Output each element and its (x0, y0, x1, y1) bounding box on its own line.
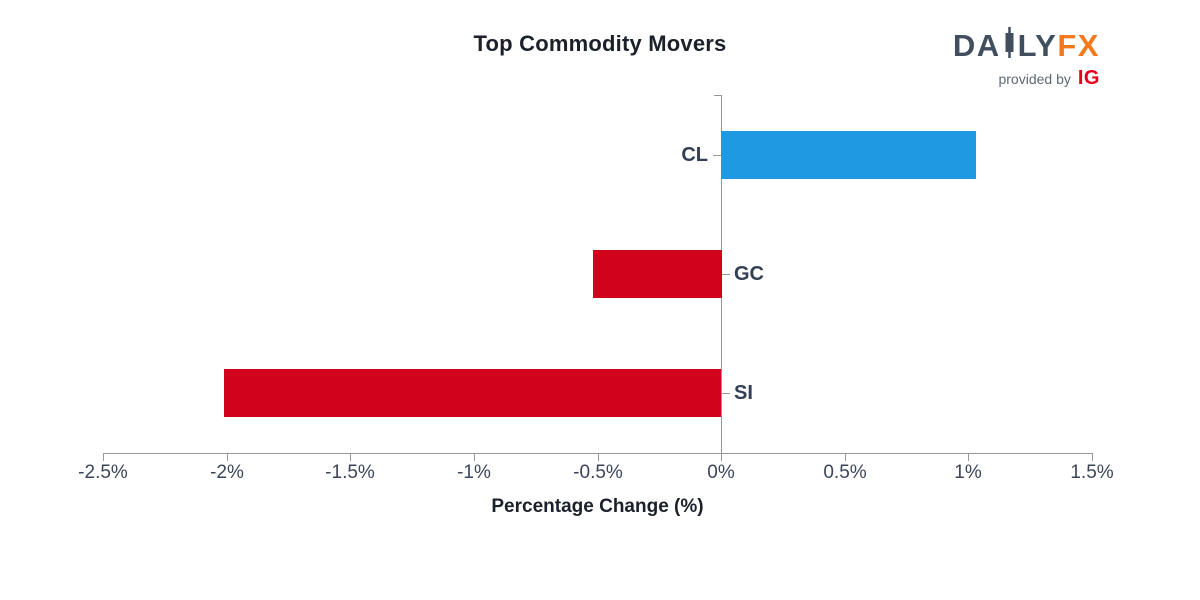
x-axis-tick-label: 1% (954, 462, 982, 483)
x-axis-tick-label: -1% (457, 462, 491, 483)
x-axis-tick-label: -1.5% (325, 462, 375, 483)
chart-title: Top Commodity Movers (473, 31, 727, 56)
x-axis-title: Percentage Change (%) (491, 496, 704, 517)
x-axis-tick (845, 453, 846, 461)
x-axis-tick (1092, 453, 1093, 461)
x-axis-tick-label: 1.5% (1070, 462, 1114, 483)
logo-text-da: DA (952, 27, 1001, 63)
logo-text-fx: FX (1057, 27, 1100, 63)
ig-logo: IG (1077, 67, 1100, 89)
x-axis-tick-label: -2% (210, 462, 244, 483)
candlestick-icon (1003, 27, 1016, 63)
provided-by-label: provided by (998, 71, 1071, 87)
bar-CL (721, 131, 976, 179)
logo-provided-by-row: provided by IG (998, 67, 1100, 90)
dailyfx-logo: DA LY FX provided by IG (953, 27, 1100, 90)
x-axis-tick-label: 0.5% (823, 462, 867, 483)
bar-SI (224, 369, 721, 417)
bar-GC (593, 250, 722, 298)
x-axis-tick-label: 0% (707, 462, 735, 483)
dailyfx-wordmark: DA LY FX (953, 27, 1100, 63)
x-axis-tick-label: -0.5% (573, 462, 623, 483)
category-label-SI: SI (734, 382, 753, 404)
x-axis-tick (474, 453, 475, 461)
category-label-GC: GC (734, 263, 764, 285)
category-tick-CL (713, 155, 721, 156)
x-axis-tick-label: -2.5% (78, 462, 128, 483)
x-axis-tick (350, 453, 351, 461)
category-tick-SI (722, 393, 730, 394)
x-axis-tick (968, 453, 969, 461)
category-tick-GC (722, 274, 730, 275)
category-label-CL: CL (681, 144, 708, 166)
axis-top-cap-tick (714, 95, 722, 96)
logo-text-ly: LY (1017, 27, 1058, 63)
x-axis-tick (598, 453, 599, 461)
x-axis-tick (103, 453, 104, 461)
x-axis-tick (227, 453, 228, 461)
